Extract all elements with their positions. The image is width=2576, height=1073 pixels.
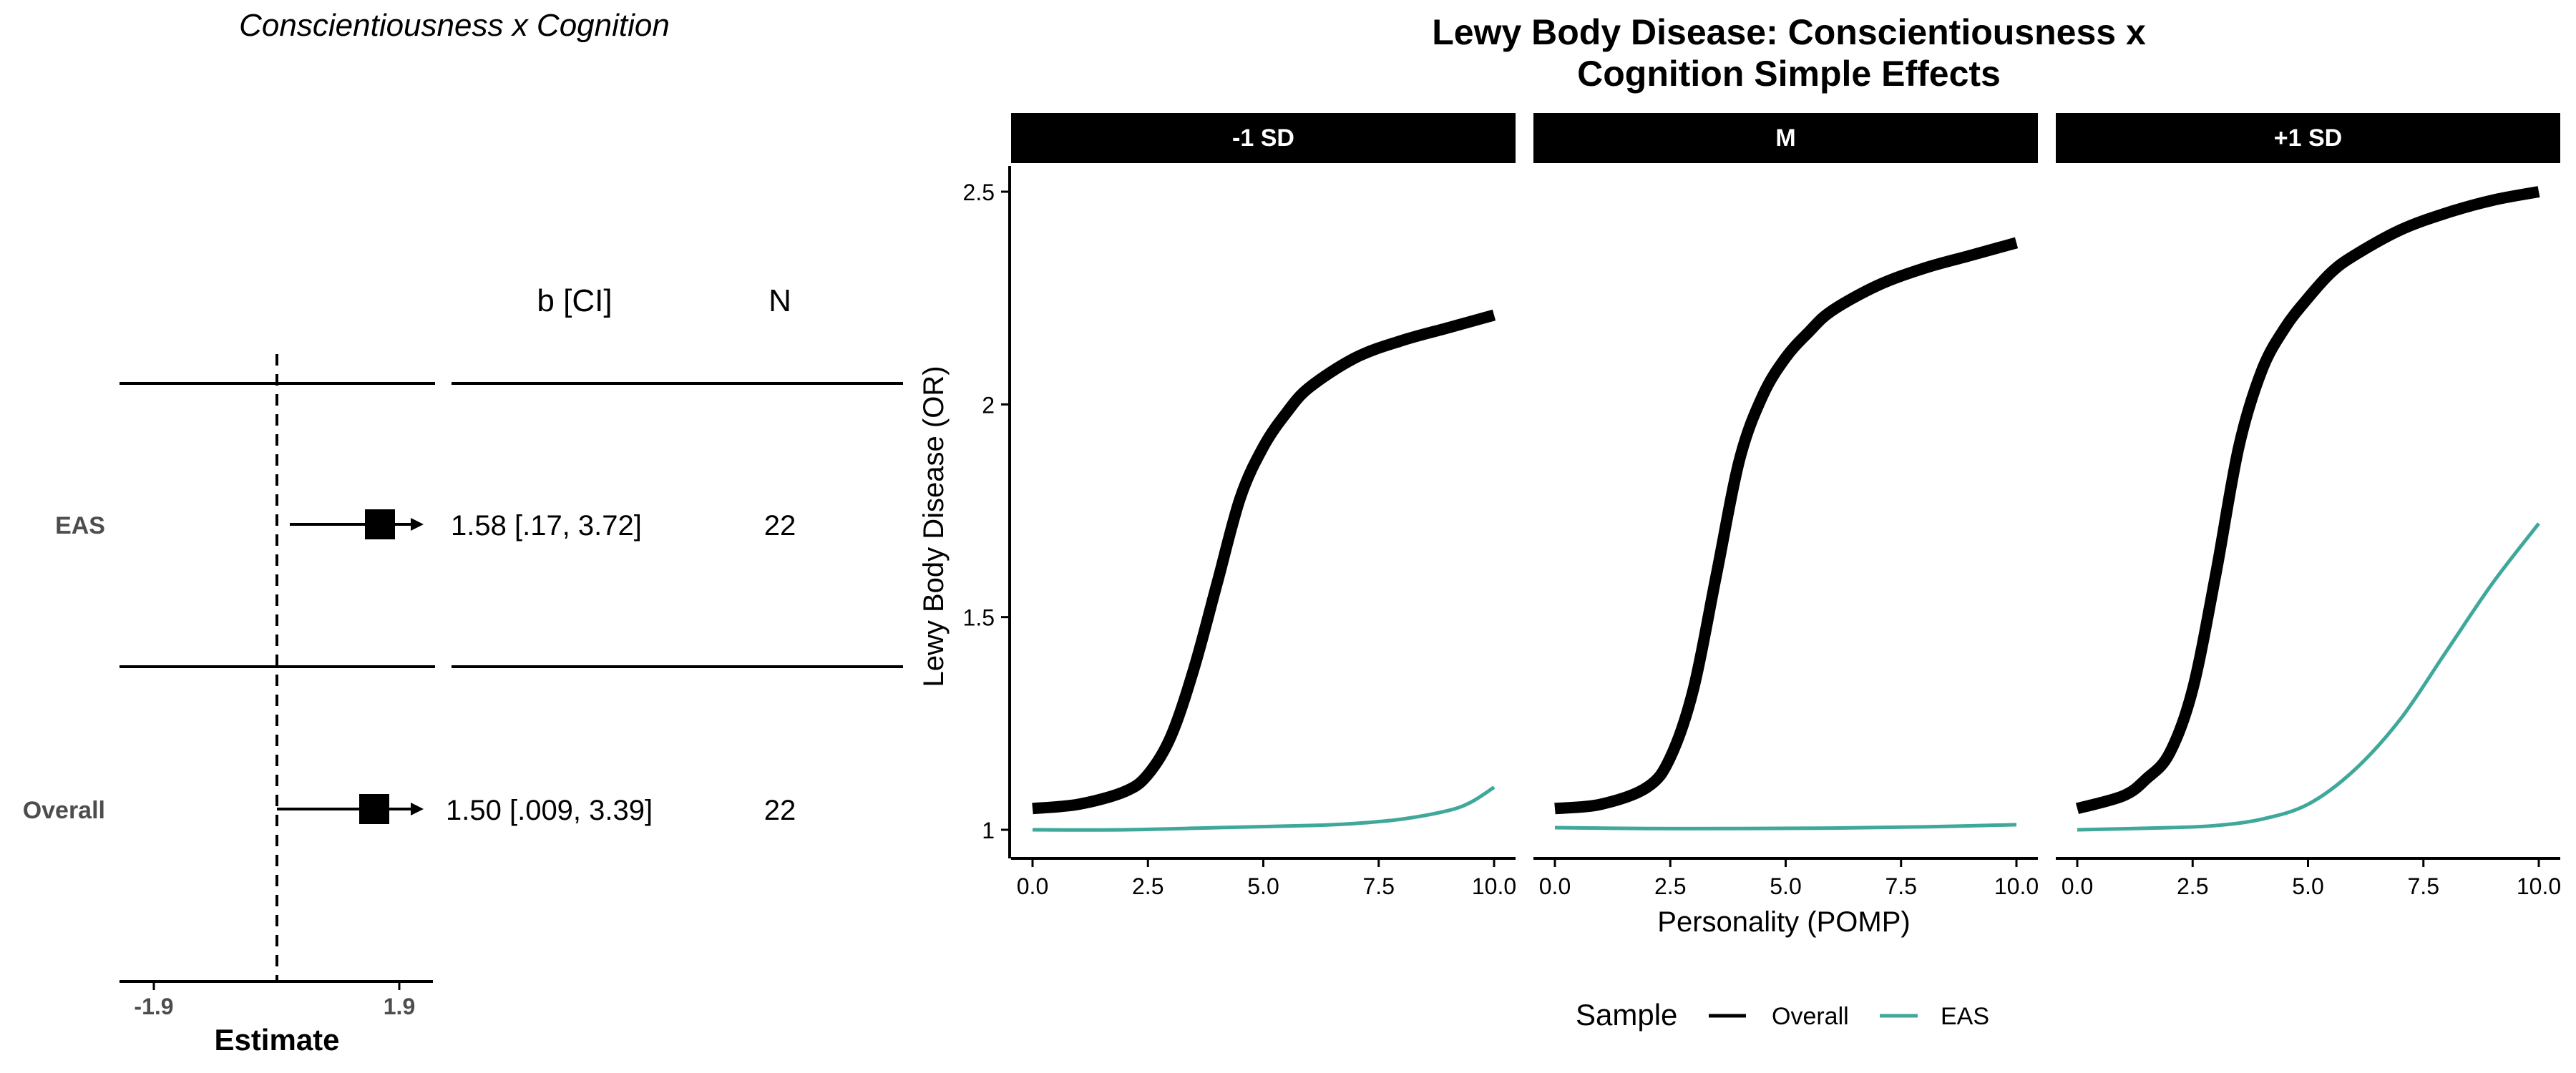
forest-row-estimate: 1.58 [.17, 3.72]: [451, 510, 642, 542]
chart-panels: -1 SD0.0 2.5 5.0 7.5 10.0M0.0 2.5 5.0 7.5 10.0+1…: [1011, 113, 2561, 899]
y-tick-label: 2.5: [963, 180, 995, 205]
x-tick-label: 2.5: [1654, 873, 1686, 899]
chart-y-axis: 1 1.5 2 2.5: [963, 166, 1011, 858]
x-tick-label: 5.0: [1247, 873, 1279, 899]
chart-title-line-2: Cognition Simple Effects: [1577, 54, 2001, 94]
forest-row-label: EAS: [55, 512, 105, 539]
series-line-eas: [1554, 823, 2017, 831]
x-tick-label: 0.0: [2062, 873, 2093, 899]
x-tick-label: 10.0: [1472, 873, 1516, 899]
y-tick-label: 1: [982, 818, 995, 843]
legend-label-overall: Overall: [1772, 1003, 1849, 1030]
forest-x-tick-label: 1.9: [384, 994, 415, 1019]
y-tick-label: 2: [982, 392, 995, 418]
x-tick-label: 0.0: [1539, 873, 1571, 899]
forest-ci-arrow: [411, 803, 424, 815]
x-tick-label: 5.0: [2292, 873, 2323, 899]
x-tick-label: 7.5: [2408, 873, 2439, 899]
forest-row-n: 22: [764, 510, 796, 542]
x-tick-label: 10.0: [1994, 873, 2039, 899]
series-line-overall: [1032, 309, 1496, 815]
forest-point-estimate: [359, 794, 389, 824]
chart-legend: Sample Overall EAS: [1576, 998, 1989, 1032]
chart-title-line-1: Lewy Body Disease: Conscientiousness x: [1432, 12, 2146, 52]
series-line-overall: [1554, 237, 2019, 815]
x-tick-label: 7.5: [1885, 873, 1917, 899]
forest-row-estimate: 1.50 [.009, 3.39]: [446, 795, 653, 826]
x-tick-label: 10.0: [2517, 873, 2561, 899]
forest-col-estimate-header: b [CI]: [537, 283, 612, 318]
forest-x-tick-label: -1.9: [134, 994, 173, 1019]
x-tick-label: 2.5: [2177, 873, 2208, 899]
panel-strip-label: +1 SD: [2274, 124, 2342, 152]
y-tick-label: 1.5: [963, 605, 995, 631]
panel-strip: [2056, 113, 2560, 163]
panel-strip-label: M: [1775, 124, 1795, 152]
x-tick-label: 2.5: [1132, 873, 1163, 899]
x-tick-label: 7.5: [1363, 873, 1395, 899]
series-line-eas: [1032, 785, 1496, 832]
forest-plot: Conscientiousness x Cognition b [CI] N E…: [23, 8, 903, 1057]
forest-ci-arrow: [411, 518, 424, 531]
legend-title: Sample: [1576, 998, 1677, 1032]
panel-strip-label: -1 SD: [1232, 124, 1294, 152]
chart-panel: -1 SD 0.0 2.5 5.0 7.5 10.0: [1011, 113, 1516, 899]
panel-strip: [1533, 113, 2038, 163]
forest-col-n-header: N: [769, 283, 791, 318]
forest-title: Conscientiousness x Cognition: [239, 8, 670, 43]
line-chart: Lewy Body Disease: Conscientiousness x C…: [918, 12, 2561, 1032]
chart-x-axis-label: Personality (POMP): [1657, 906, 1910, 938]
x-tick-label: 5.0: [1770, 873, 1801, 899]
series-line-overall: [2075, 186, 2540, 815]
forest-point-estimate: [365, 509, 395, 539]
panel-strip: [1011, 113, 1516, 163]
forest-x-axis-label: Estimate: [214, 1023, 339, 1057]
chart-panel: +1 SD 0.0 2.5 5.0 7.5 10.0: [2056, 113, 2561, 899]
forest-row-n: 22: [764, 795, 796, 826]
x-tick-label: 0.0: [1017, 873, 1048, 899]
series-line-eas: [2077, 522, 2540, 832]
forest-row-label: Overall: [23, 797, 105, 824]
legend-label-eas: EAS: [1941, 1003, 1989, 1030]
chart-y-axis-label: Lewy Body Disease (OR): [918, 366, 950, 687]
chart-panel: M 0.0 2.5 5.0 7.5 10.0: [1533, 113, 2039, 899]
